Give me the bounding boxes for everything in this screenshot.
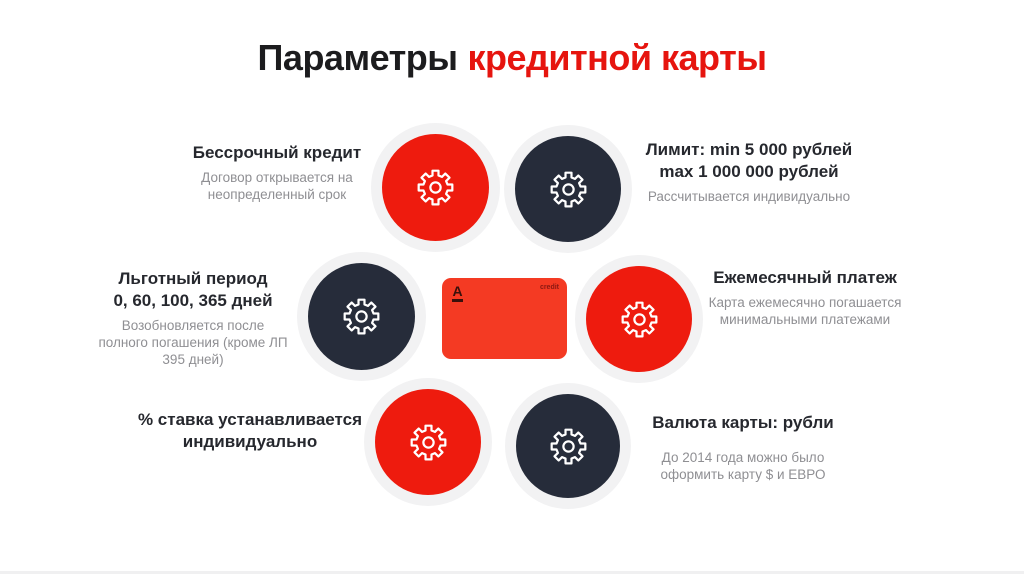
feature-subtext: Договор открывается на неопределенный ср… [201, 170, 353, 202]
feature-heading: Ежемесячный платеж [713, 268, 897, 287]
gear-icon [341, 296, 382, 337]
feature-card-currency: Валюта карты: рубли До 2014 года можно б… [613, 412, 873, 483]
feature-heading: % ставка устанавливается индивидуально [137, 410, 363, 451]
gear-circle-top-right [515, 136, 621, 242]
feature-subtext: Рассчитывается индивидуально [647, 189, 851, 204]
gear-icon [619, 299, 660, 340]
gear-icon [415, 167, 456, 208]
feature-monthly-payment: Ежемесячный платеж Карта ежемесячно пога… [680, 267, 930, 328]
gear-circle-middle-right [586, 266, 692, 372]
feature-limit: Лимит: min 5 000 рублей max 1 000 000 ру… [620, 139, 878, 205]
feature-heading: Валюта карты: рубли [652, 413, 834, 432]
card-credit-label: credit [539, 284, 559, 291]
page-title: Параметры кредитной карты [0, 36, 1024, 80]
feature-subtext: Карта ежемесячно погашается минимальными… [708, 295, 902, 327]
credit-card-graphic: А credit [442, 278, 567, 359]
alfa-logo-letter: А [452, 283, 463, 299]
gear-circle-top-left [382, 134, 489, 241]
feature-perpetual-credit: Бессрочный кредит Договор открывается на… [142, 142, 412, 203]
title-red-part: кредитной карты [467, 37, 767, 79]
gear-circle-bottom-right [516, 394, 620, 498]
gear-circle-bottom-left [375, 389, 481, 495]
feature-grace-period: Льготный период 0, 60, 100, 365 дней Воз… [58, 268, 328, 368]
gear-icon [548, 169, 589, 210]
gear-icon [548, 426, 589, 467]
feature-subtext: До 2014 года можно было оформить карту $… [660, 450, 826, 482]
feature-subtext: Возобновляется после полного погашения (… [98, 318, 288, 367]
alfa-bank-logo: А [452, 284, 463, 302]
feature-interest-rate: % ставка устанавливается индивидуально [110, 409, 390, 458]
alfa-logo-underline [452, 299, 463, 302]
slide-bottom-edge [0, 571, 1024, 574]
gear-icon [408, 422, 449, 463]
title-black-part: Параметры [257, 37, 458, 79]
feature-heading: Лимит: min 5 000 рублей max 1 000 000 ру… [645, 140, 853, 181]
feature-heading: Льготный период 0, 60, 100, 365 дней [113, 269, 273, 310]
gear-circle-middle-left [308, 263, 415, 370]
feature-heading: Бессрочный кредит [192, 143, 362, 162]
